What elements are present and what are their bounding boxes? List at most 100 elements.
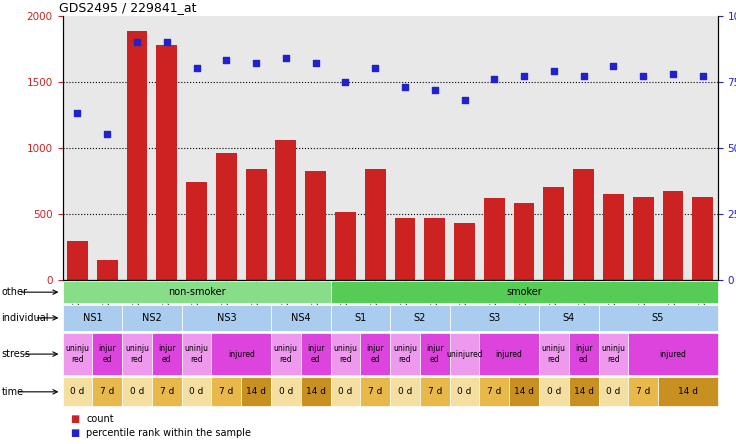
Text: NS4: NS4 [291, 313, 311, 323]
Text: 0 d: 0 d [606, 387, 620, 396]
Bar [216, 153, 237, 280]
Text: uninjured: uninjured [446, 349, 483, 359]
Text: ■: ■ [70, 414, 79, 424]
Bar [514, 203, 534, 280]
Text: injured: injured [227, 349, 255, 359]
Text: 14 d: 14 d [305, 387, 325, 396]
Text: injured: injured [659, 349, 687, 359]
Text: count: count [86, 414, 114, 424]
Bar [425, 218, 445, 280]
Point [607, 62, 619, 69]
Text: 7 d: 7 d [428, 387, 442, 396]
Bar [603, 194, 624, 280]
Text: individual: individual [1, 313, 49, 323]
Text: S5: S5 [652, 313, 664, 323]
Bar [693, 197, 713, 280]
Text: 7 d: 7 d [487, 387, 501, 396]
Text: S2: S2 [414, 313, 426, 323]
Text: S1: S1 [354, 313, 367, 323]
Bar [454, 223, 475, 280]
Bar [335, 212, 355, 280]
Bar [305, 171, 326, 280]
Text: percentile rank within the sample: percentile rank within the sample [86, 428, 251, 438]
Text: injur
ed: injur ed [367, 345, 384, 364]
Bar [543, 187, 565, 280]
Bar [246, 169, 266, 280]
Point [280, 54, 291, 61]
Text: S4: S4 [562, 313, 575, 323]
Point [250, 59, 262, 67]
Point [667, 70, 679, 77]
Text: uninju
red: uninju red [601, 345, 626, 364]
Text: other: other [1, 287, 27, 297]
Text: S3: S3 [488, 313, 500, 323]
Text: uninju
red: uninju red [393, 345, 417, 364]
Point [518, 73, 530, 80]
Point [310, 59, 322, 67]
Text: 14 d: 14 d [678, 387, 698, 396]
Text: GDS2495 / 229841_at: GDS2495 / 229841_at [60, 1, 197, 14]
Point [637, 73, 649, 80]
Text: injur
ed: injur ed [426, 345, 444, 364]
Point [221, 57, 233, 64]
Text: ■: ■ [70, 428, 79, 438]
Text: 0 d: 0 d [547, 387, 561, 396]
Text: 14 d: 14 d [514, 387, 534, 396]
Text: NS1: NS1 [82, 313, 102, 323]
Text: non-smoker: non-smoker [168, 287, 225, 297]
Text: 7 d: 7 d [100, 387, 114, 396]
Text: injur
ed: injur ed [307, 345, 325, 364]
Text: uninju
red: uninju red [125, 345, 149, 364]
Text: 0 d: 0 d [279, 387, 293, 396]
Text: 0 d: 0 d [397, 387, 412, 396]
Text: uninju
red: uninju red [333, 345, 358, 364]
Point [131, 39, 143, 46]
Text: stress: stress [1, 349, 30, 359]
Bar [97, 260, 118, 280]
Text: injur
ed: injur ed [158, 345, 175, 364]
Text: 14 d: 14 d [246, 387, 266, 396]
Point [489, 75, 500, 83]
Text: uninju
red: uninju red [542, 345, 566, 364]
Text: 0 d: 0 d [339, 387, 353, 396]
Bar [67, 242, 88, 280]
Bar [573, 169, 594, 280]
Text: uninju
red: uninju red [66, 345, 90, 364]
Text: 14 d: 14 d [573, 387, 594, 396]
Text: NS2: NS2 [142, 313, 162, 323]
Text: 7 d: 7 d [368, 387, 383, 396]
Bar [662, 191, 683, 280]
Text: 0 d: 0 d [189, 387, 204, 396]
Point [548, 67, 560, 75]
Text: 7 d: 7 d [636, 387, 651, 396]
Text: 0 d: 0 d [70, 387, 85, 396]
Point [369, 65, 381, 72]
Text: injur
ed: injur ed [99, 345, 116, 364]
Point [429, 86, 441, 93]
Point [102, 131, 113, 138]
Bar [275, 140, 297, 280]
Point [578, 73, 590, 80]
Text: NS3: NS3 [216, 313, 236, 323]
Text: 0 d: 0 d [457, 387, 472, 396]
Bar [484, 198, 505, 280]
Point [697, 73, 709, 80]
Point [191, 65, 202, 72]
Point [399, 83, 411, 91]
Text: 0 d: 0 d [130, 387, 144, 396]
Point [71, 110, 83, 117]
Text: injur
ed: injur ed [575, 345, 592, 364]
Bar [186, 182, 207, 280]
Bar [365, 169, 386, 280]
Text: injured: injured [496, 349, 523, 359]
Text: smoker: smoker [506, 287, 542, 297]
Text: uninju
red: uninju red [274, 345, 298, 364]
Bar [156, 44, 177, 280]
Bar [633, 197, 654, 280]
Text: 7 d: 7 d [219, 387, 233, 396]
Point [339, 78, 351, 85]
Text: time: time [1, 387, 24, 397]
Text: uninju
red: uninju red [185, 345, 208, 364]
Bar [127, 32, 147, 280]
Text: 7 d: 7 d [160, 387, 174, 396]
